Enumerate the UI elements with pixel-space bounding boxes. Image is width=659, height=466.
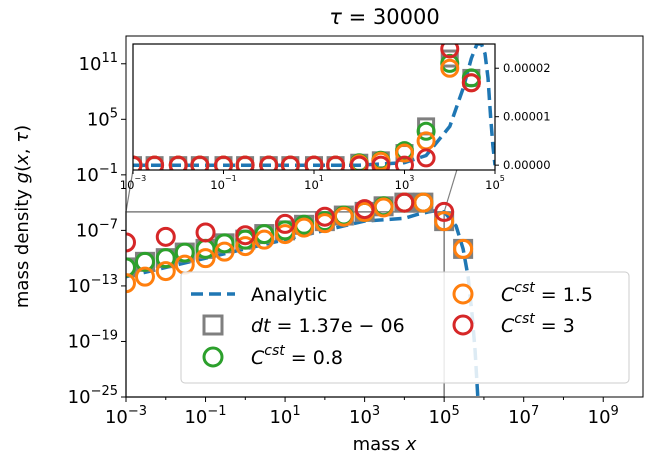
main-axes-frame: [125, 35, 644, 398]
inset-series-3: [133, 44, 481, 170]
series-4: [126, 192, 455, 253]
marker-circle: [314, 206, 335, 227]
legend-swatch-circle: [452, 314, 474, 336]
marker-circle: [126, 273, 136, 294]
y-tick-label: 10−7: [76, 217, 118, 241]
y-tick-label: 1011: [79, 51, 118, 75]
inset-marker-circle: [371, 155, 391, 170]
inset-marker-circle: [145, 155, 165, 170]
zoom-connector-left: [125, 169, 134, 212]
legend-entry: Ccst = 3: [452, 311, 575, 337]
x-tick-label: 105: [429, 404, 460, 428]
marker-circle: [394, 192, 415, 213]
y-tick-label: 10−25: [68, 384, 118, 408]
inset-y-tick-label: 0.00002: [503, 61, 551, 75]
legend-entry: Analytic: [191, 284, 327, 306]
inset-marker-circle: [304, 155, 324, 170]
legend-swatch-circle: [202, 346, 224, 368]
marker-circle: [235, 236, 256, 257]
marker-circle: [434, 211, 455, 232]
marker-circle: [314, 213, 335, 234]
marker-circle: [453, 238, 474, 259]
inset-marker-circle: [349, 155, 369, 170]
main-plot-area: [126, 192, 480, 397]
inset-x-tick-label: 101: [304, 174, 324, 192]
inset-x-tick-label: 10−3: [120, 174, 146, 192]
marker-circle: [354, 199, 375, 220]
legend-swatch-circle: [452, 283, 474, 305]
marker-circle: [174, 242, 195, 263]
legend-label: Ccst = 0.8: [251, 343, 343, 369]
x-tick-label: 103: [349, 404, 380, 428]
x-tick-label: 109: [588, 404, 619, 428]
marker-circle: [155, 261, 176, 282]
inset-marker-circle: [416, 148, 436, 168]
marker-circle: [275, 213, 296, 234]
y-axis-label: mass density g(x, τ): [12, 125, 33, 308]
marker-circle: [126, 257, 136, 278]
marker-circle: [155, 226, 176, 247]
x-tick-label: 107: [508, 404, 539, 428]
inset-marker-circle: [395, 143, 414, 163]
x-tick-label: 10−1: [184, 404, 226, 428]
legend-label: dt = 1.37e − 06: [251, 315, 405, 337]
marker-circle: [155, 248, 176, 269]
inset-marker-circle: [395, 155, 414, 170]
inset-marker-circle: [416, 121, 436, 141]
legend-entry: dt = 1.37e − 06: [202, 314, 405, 337]
marker-circle: [294, 217, 315, 238]
y-tick-label: 10−19: [68, 328, 118, 352]
chart-title: τ = 30000: [329, 5, 439, 29]
marker-circle: [134, 251, 155, 272]
inset-marker-circle: [280, 155, 300, 170]
marker-circle: [235, 225, 256, 246]
marker-circle: [134, 266, 155, 287]
marker-circle: [333, 206, 354, 227]
inset-y-tick-label: 0.00001: [503, 110, 551, 124]
legend-entry: Ccst = 0.8: [202, 343, 343, 369]
marker-circle: [195, 248, 216, 269]
inset-background: [133, 44, 495, 170]
x-tick-label: 101: [269, 404, 300, 428]
legend-label: Ccst = 1.5: [501, 280, 593, 306]
inset-marker-circle: [235, 155, 255, 170]
marker-circle: [195, 222, 216, 243]
inset-x-tick-label: 10−1: [210, 174, 236, 192]
legend-label: Analytic: [251, 284, 327, 306]
inset-marker-circle: [133, 155, 143, 170]
marker-circle: [214, 241, 235, 262]
inset-marker-circle: [440, 44, 460, 59]
inset-marker-circle: [190, 155, 210, 170]
marker-circle: [214, 233, 235, 254]
x-tick-label: 10−3: [105, 404, 147, 428]
y-tick-label: 10−13: [68, 273, 118, 297]
y-tick-label: 105: [87, 106, 118, 130]
legend-label: Ccst = 3: [501, 311, 575, 337]
legend-swatch-square: [202, 314, 224, 336]
marker-circle: [373, 197, 394, 218]
inset-y-tick-label: 0.00000: [503, 158, 551, 172]
marker-circle: [434, 201, 455, 222]
y-tick-label: 10−1: [76, 162, 118, 186]
legend-box: [180, 271, 630, 384]
inset-marker-circle: [259, 155, 279, 170]
inset-x-tick-label: 105: [485, 174, 505, 192]
inset-marker-circle: [326, 155, 346, 170]
inset-plot-area: [133, 44, 495, 170]
x-axis-label: mass x: [353, 434, 417, 455]
legend-entry: Ccst = 1.5: [452, 280, 593, 306]
inset-marker-circle: [461, 73, 481, 93]
marker-circle: [275, 224, 296, 245]
inset-x-tick-label: 103: [395, 174, 415, 192]
inset-marker-circle: [168, 155, 188, 170]
marker-circle: [126, 232, 136, 253]
marker-circle: [413, 192, 434, 213]
inset-marker-circle: [440, 58, 460, 78]
marker-circle: [254, 229, 275, 250]
inset-marker-circle: [214, 155, 233, 170]
marker-circle: [254, 224, 275, 245]
